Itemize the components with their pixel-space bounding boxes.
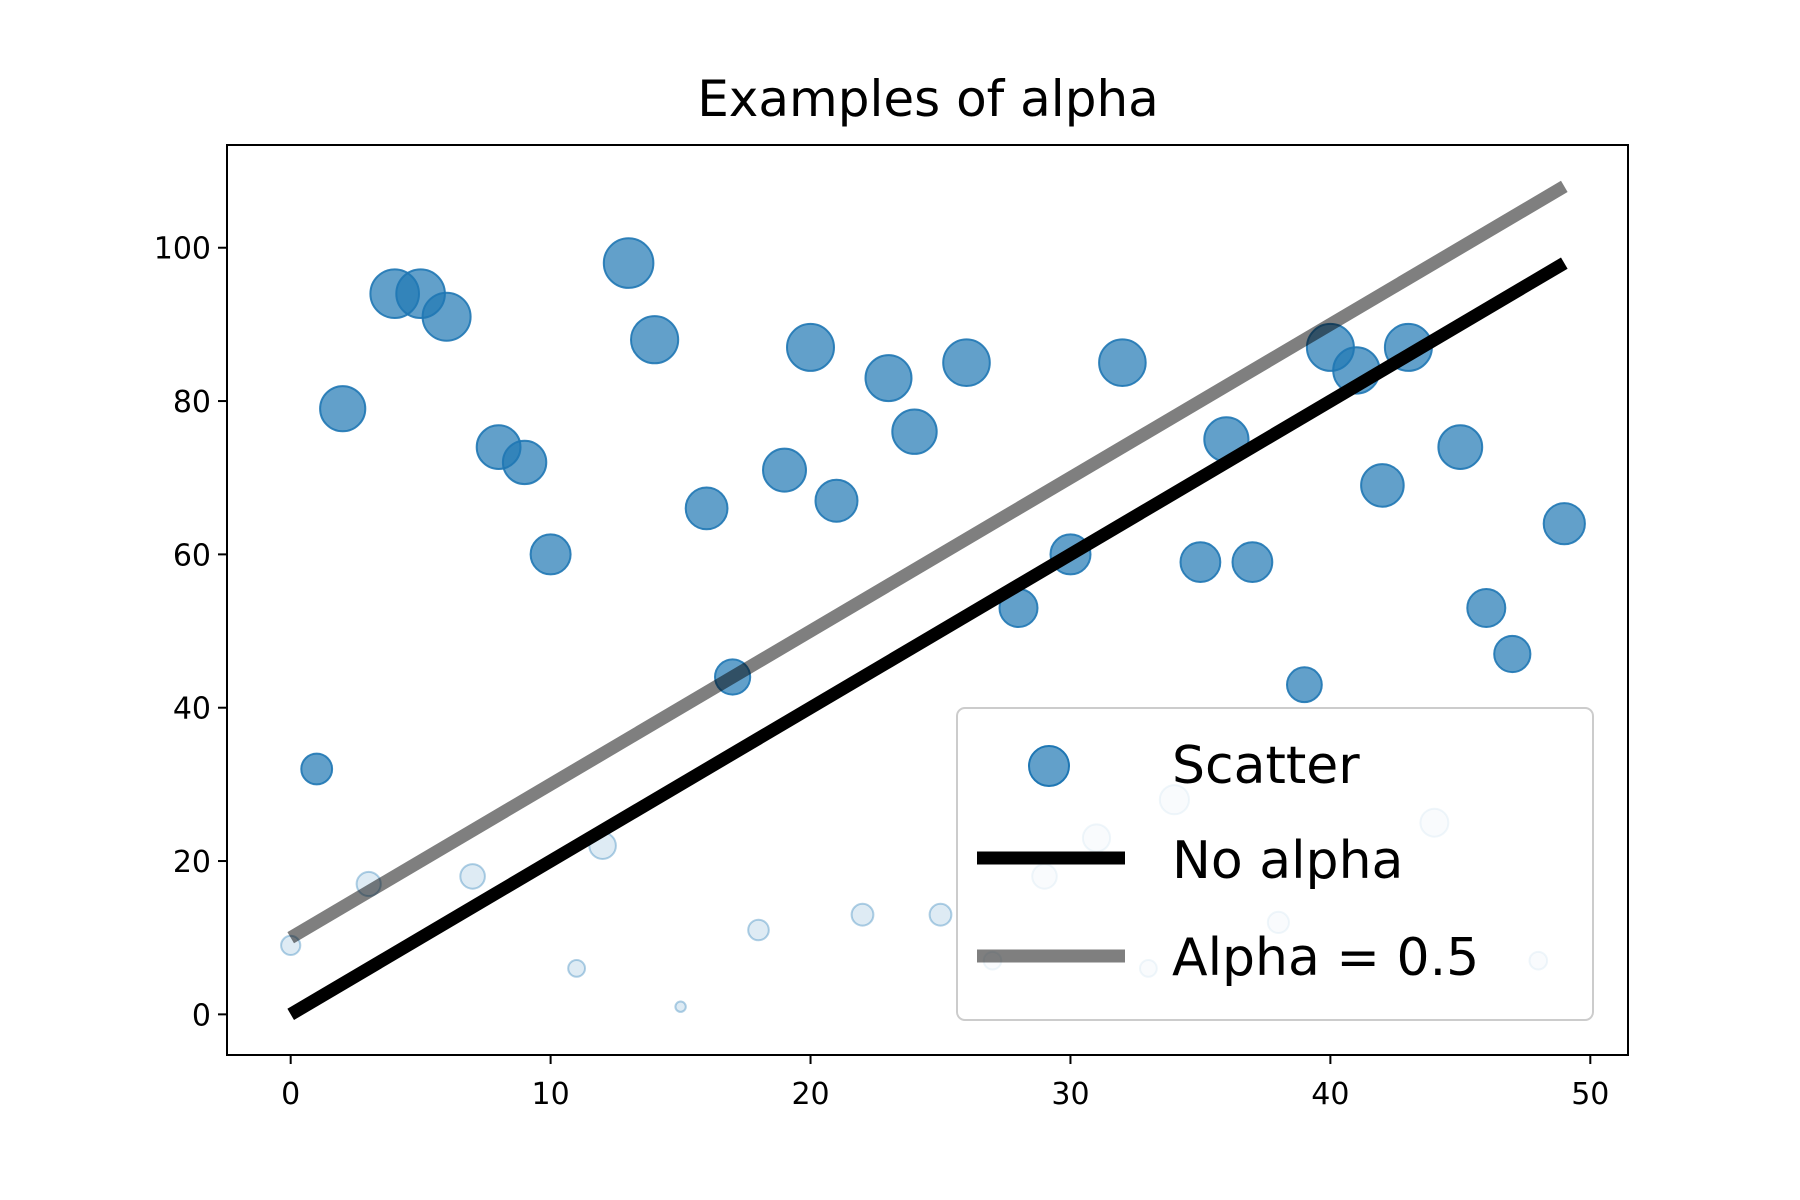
scatter-point [1542,502,1586,546]
scatter-point [747,918,770,942]
scatter-point [1360,463,1405,508]
scatter-point [567,959,586,978]
scatter-point [684,486,729,531]
scatter-point [1231,541,1274,583]
x-tick-label: 40 [1311,1077,1349,1112]
scatter-point [602,237,655,289]
scatter-point [864,354,913,403]
scatter-point [1493,634,1532,674]
line-alpha-half [287,180,1568,944]
scatter-point [674,1000,687,1013]
legend-label-no-alpha: No alpha [1172,831,1403,891]
x-tick-label: 50 [1571,1077,1609,1112]
legend: Scatter No alpha Alpha = 0.5 [956,707,1594,1021]
y-tick-label: 80 [173,385,211,420]
legend-scatter-marker [1028,745,1070,787]
line-no-alpha [287,257,1568,1020]
scatter-point [459,863,486,890]
legend-box [956,707,1594,1021]
legend-label-alpha-half: Alpha = 0.5 [1172,928,1479,988]
y-tick-label: 20 [173,845,211,880]
y-tick-label: 60 [173,538,211,573]
scatter-point [762,447,807,493]
chart-title: Examples of alpha [697,70,1159,128]
scatter-point [1286,666,1323,704]
scatter-point [942,338,991,388]
x-tick-label: 20 [791,1077,829,1112]
scatter-point [786,322,835,372]
scatter-point [501,439,548,486]
scatter-point [1179,541,1222,583]
scatter-point [850,902,875,927]
scatter-point [529,533,572,576]
y-tick-label: 100 [154,232,211,267]
scatter-point [300,752,334,786]
scatter-point [319,385,367,433]
axes-frame [226,144,1629,1056]
x-tick-label: 30 [1051,1077,1089,1112]
scatter-point [928,902,953,927]
y-tick-label: 0 [192,998,211,1033]
scatter-point [814,478,859,523]
x-tick-label: 0 [281,1077,300,1112]
scatter-point [1437,424,1484,471]
scatter-point [891,408,938,455]
y-tick-label: 40 [173,692,211,727]
y-axis: 0 20 40 60 80 100 [154,232,227,1033]
legend-label-scatter: Scatter [1172,736,1360,796]
scatter-point [421,291,472,342]
x-axis: 0 10 20 30 40 50 [281,1055,1609,1112]
x-tick-label: 10 [532,1077,570,1112]
scatter-point [630,315,680,365]
scatter-point [1098,338,1147,388]
scatter-point [1466,588,1507,628]
